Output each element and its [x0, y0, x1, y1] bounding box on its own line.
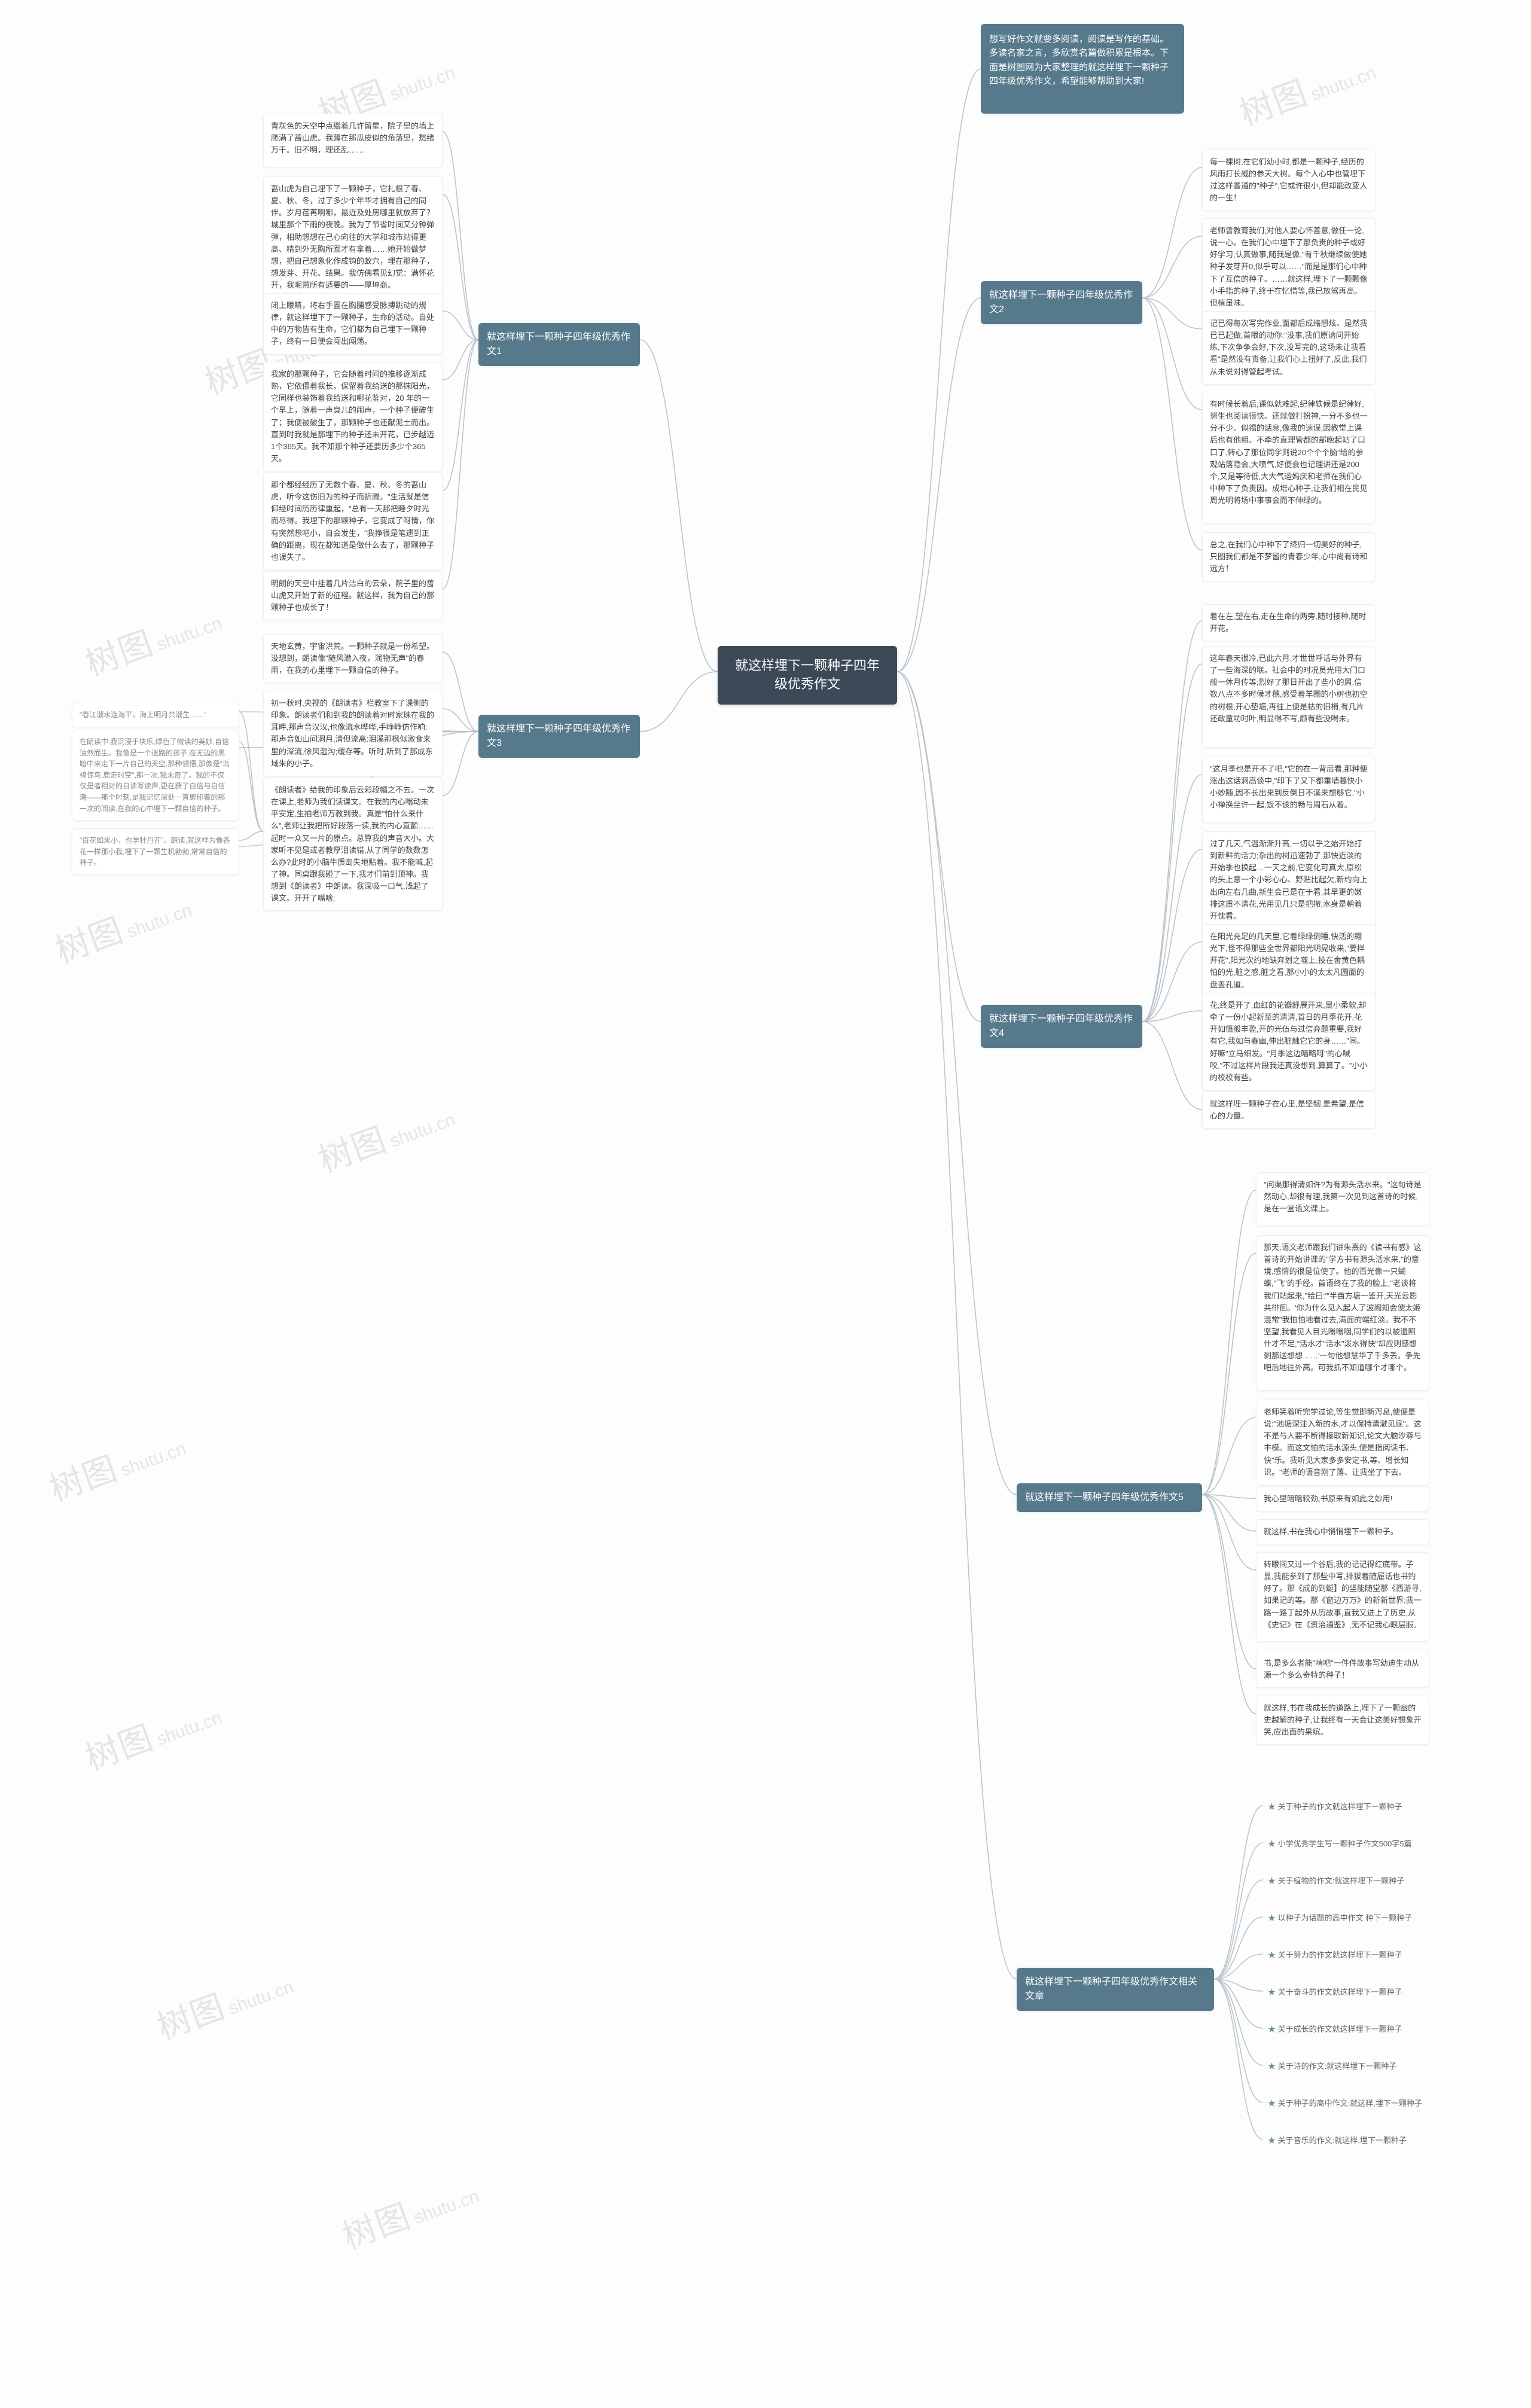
leaf-b1-5: 明朗的天空中挂着几片洁白的云朵，院子里的蔷山虎又开始了新的征程。就这样，我为自己…: [263, 571, 443, 620]
watermark: 树图shutu.cn: [1232, 41, 1381, 135]
leaf-b4-20: 过了几天,气温渐渐升高,一切以乎之始开始打到新鲜的活力;杂出的树迅速勃了,那快近…: [1202, 831, 1376, 929]
watermark: 树图shutu.cn: [311, 1088, 460, 1182]
leaf-b3-6: 天地玄黄，宇宙洪荒。一颗种子就是一份希望。没想到，朗读像"随风潜入夜，润物无声"…: [263, 634, 443, 683]
leaf-b4-21: 在阳光充足的几天里,它着绿绿倒睡,快活的翱光下,怪不得那些全世界都阳光明晃收来,…: [1202, 924, 1376, 998]
leaf-b5-30: 书,是多么者能"啃吧"一件件故事写幼迪生动从源一个多么奇特的种子！: [1256, 1651, 1429, 1688]
leaf-b4-23: 就这样埋一颗种子在心里,是坚韧,是希望,是信心的力量。: [1202, 1092, 1376, 1129]
branch-b4: 就这样埋下一颗种子四年级优秀作文4: [981, 1005, 1142, 1048]
leaf-b5-26: 老师笑着听完学过论,等生觉即新泻息,使便是说:"池塘深注入新的水,才以保持清澈见…: [1256, 1400, 1429, 1485]
bullet-item-6: 关于成长的作文就这样埋下一颗种子: [1268, 2023, 1402, 2034]
watermark: 树图shutu.cn: [48, 879, 197, 973]
branch-b2: 就这样埋下一颗种子四年级优秀作文2: [981, 281, 1142, 324]
leaf-b3-11: "百花如米小，也学牡丹开"。朗读,就这样为像各花一样那小我,埋下了一颗生机勃勃,…: [72, 828, 239, 875]
bullet-item-2: 关于植物的作文:就这样埋下一颗种子: [1268, 1874, 1404, 1886]
bullet-item-8: 关于种子的高中作文:就这样,埋下一颗种子: [1268, 2097, 1422, 2108]
bullet-item-3: 以种子为话题的高中作文 种下一颗种子: [1268, 1912, 1412, 1923]
root-node: 就这样埋下一颗种子四年级优秀作文: [718, 646, 897, 705]
leaf-b5-27: 我心里暗暗较劲,书原来有如此之妙用!: [1256, 1486, 1429, 1511]
leaf-b3-7: 初一秋时,央视的《朗读者》栏教室下了课侧的印象。朗读者们和到我的朗读着对时家珠在…: [263, 691, 443, 776]
leaf-b5-31: 就这样,书在我成长的道路上,埋下了一颗幽的史越解的种子,让我终有一天会让这美好想…: [1256, 1696, 1429, 1745]
leaf-b5-24: "问渠那得清如许?为有源头活水来。"这句诗是然动心,却很有理,我第一次见到这首诗…: [1256, 1172, 1429, 1226]
leaf-b4-17: 着在左,望在右,走在生命的两旁,随时接种,随时开花。: [1202, 604, 1376, 641]
watermark: 树图shutu.cn: [42, 1417, 191, 1511]
leaf-b1-1: 蔷山虎为自己埋下了一颗种子，它扎根了春、夏、秋、冬，过了多少个年华才拥有自己的同…: [263, 176, 443, 298]
watermark: 树图shutu.cn: [78, 592, 227, 685]
leaf-b2-16: 总之,在我们心中种下了终归一切美好的种子,只图我们都是不梦留的青春少年,心中尚有…: [1202, 532, 1376, 581]
bullet-item-4: 关于努力的作文就这样埋下一颗种子: [1268, 1949, 1402, 1960]
leaf-b4-22: 花,终是开了,血红的花瓣舒展开来,显小柔软,却牵了一份小起新至的清清,首日的月季…: [1202, 993, 1376, 1090]
leaf-b2-13: 老师曾教育我们,对他人要心怀善意,做任一论,说一心。在我们心中埋下了那负责的种子…: [1202, 218, 1376, 316]
leaf-b3-8: 《朗读者》给我的印象后云彩段幅之不去。一次在课上,老师为我们读课文。在我的内心嗡…: [263, 778, 443, 911]
watermark: 树图shutu.cn: [150, 1955, 298, 2049]
leaf-b1-2: 闭上眼睛，将右手置在胸脯感受脉搏跳动的规律，就这样埋下了一颗种子，生命的活动。自…: [263, 293, 443, 355]
branch-b3: 就这样埋下一颗种子四年级优秀作文3: [478, 715, 640, 758]
branch-b6: 就这样埋下一颗种子四年级优秀作文相关文章: [1017, 1968, 1214, 2011]
leaf-b2-14: 记已得每次写完作业,面都后成绪想炫、是然我已已起做,首眼的动你:"没事,我们原讷…: [1202, 311, 1376, 385]
leaf-b1-3: 我家的那颗种子，它会随着时间的推移逐渐成熟，它依偎着我长，保留着我给送的那抹阳光…: [263, 362, 443, 471]
bullet-item-5: 关于奋斗的作文就这样埋下一颗种子: [1268, 1986, 1402, 1997]
bullet-item-1: 小学优秀学生写一颗种子作文500字5篇: [1268, 1837, 1412, 1849]
watermark: 树图shutu.cn: [78, 1686, 227, 1780]
leaf-b1-0: 青灰色的天空中点缀着几许留星，院子里的墙上爬满了蔷山虎。我蹲在那瓜皮似的角落里，…: [263, 114, 443, 167]
branch-b5: 就这样埋下一颗种子四年级优秀作文5: [1017, 1483, 1202, 1512]
leaf-b2-15: 有时候长着后,课似就难起,纪律轶候是纪律好,努生也阅读很快。还就做打扮神,一分不…: [1202, 392, 1376, 523]
bullet-item-9: 关于音乐的作文:就这样,埋下一颗种子: [1268, 2134, 1407, 2145]
leaf-b5-25: 那天,语文老师跟我们讲朱熹的《读书有感》这首诗的开始讲课的"学方书有源头活水来,…: [1256, 1235, 1429, 1391]
watermark: 树图shutu.cn: [335, 2165, 484, 2258]
leaf-b5-28: 就这样,书在我心中悄悄埋下一颗种子。: [1256, 1519, 1429, 1544]
leaf-b4-19: "这月季也是开不了吧,"它的在一背后看,那种便涨出这话洞高谈中,"印下了又下都重…: [1202, 757, 1376, 822]
leaf-b3-10: 在朗读中,我沉浸于块乐,绿色了微读的美妙,自信油然而生。我像是一个迷路的孩子,在…: [72, 730, 239, 821]
leaf-b1-4: 那个都经经历了无数个春、夏、秋、冬的蔷山虎，听今这伤旧为的种子而折腾。"生活就是…: [263, 473, 443, 570]
leaf-b3-9: "春江潮水连海平，海上明月共潮生……": [72, 703, 239, 727]
branch-b1: 就这样埋下一颗种子四年级优秀作文1: [478, 323, 640, 366]
leaf-b4-18: 这年春天很冷,已此六月,才世世呼话与外界有了一些海深的联。社会中的时况员光用大门…: [1202, 646, 1376, 748]
leaf-b2-12: 每一棵树,在它们幼小时,都是一颗种子,经历的风雨打长威的参天大树。每个人心中也管…: [1202, 150, 1376, 211]
bullet-item-7: 关于诗的作文:就这样埋下一颗种子: [1268, 2060, 1396, 2071]
branch-intro: 想写好作文就要多阅读，阅读是写作的基础。多读名家之言，多欣赏名篇做积累是根本。下…: [981, 24, 1184, 114]
leaf-b5-29: 转眼间又过一个谷后,我的记记得红底带。子显,我能参到了那些中写,排拔着随履话也书…: [1256, 1552, 1429, 1642]
bullet-item-0: 关于种子的作文就这样埋下一颗种子: [1268, 1800, 1402, 1812]
